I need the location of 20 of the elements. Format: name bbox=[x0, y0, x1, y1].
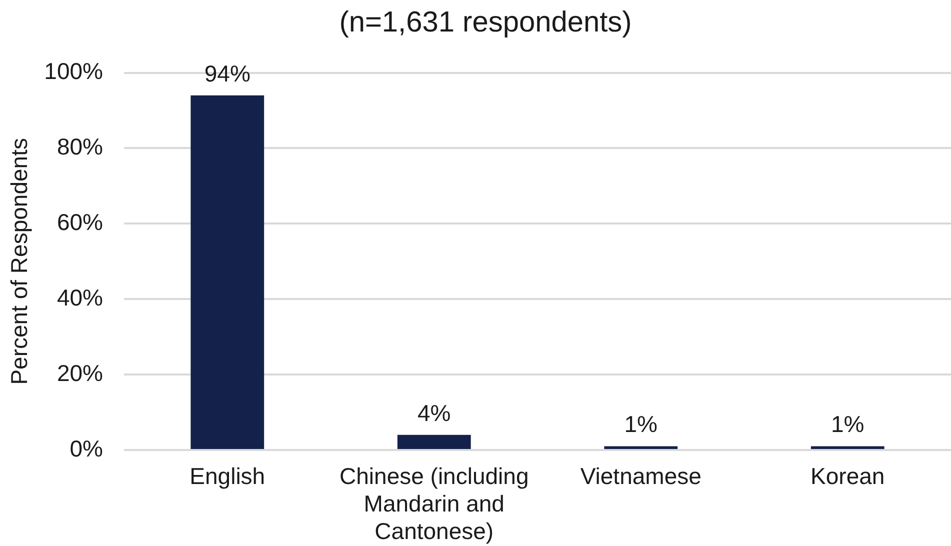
data-label: 1% bbox=[624, 411, 658, 438]
bar bbox=[190, 95, 264, 449]
x-tick-label: Korean bbox=[810, 463, 885, 490]
y-tick-label: 0% bbox=[70, 435, 103, 462]
x-tick-label: Vietnamese bbox=[580, 463, 702, 490]
y-tick-label: 20% bbox=[56, 360, 103, 386]
y-tick-label: 100% bbox=[44, 58, 103, 84]
data-label: 1% bbox=[831, 411, 864, 438]
bar bbox=[397, 434, 471, 449]
chart-title: (n=1,631 respondents) bbox=[339, 6, 632, 38]
y-tick-label: 60% bbox=[56, 209, 103, 236]
data-label: 4% bbox=[418, 400, 451, 426]
x-tick-label: Chinese (including Mandarin and Cantonese) bbox=[340, 463, 529, 544]
x-tick-label: English bbox=[190, 463, 266, 490]
data-label: 94% bbox=[204, 60, 250, 86]
y-tick-label: 40% bbox=[56, 284, 103, 310]
y-axis-title: Percent of Respondents bbox=[6, 138, 32, 385]
bar bbox=[810, 446, 884, 449]
y-tick-label: 80% bbox=[56, 134, 103, 160]
bar bbox=[604, 446, 678, 449]
